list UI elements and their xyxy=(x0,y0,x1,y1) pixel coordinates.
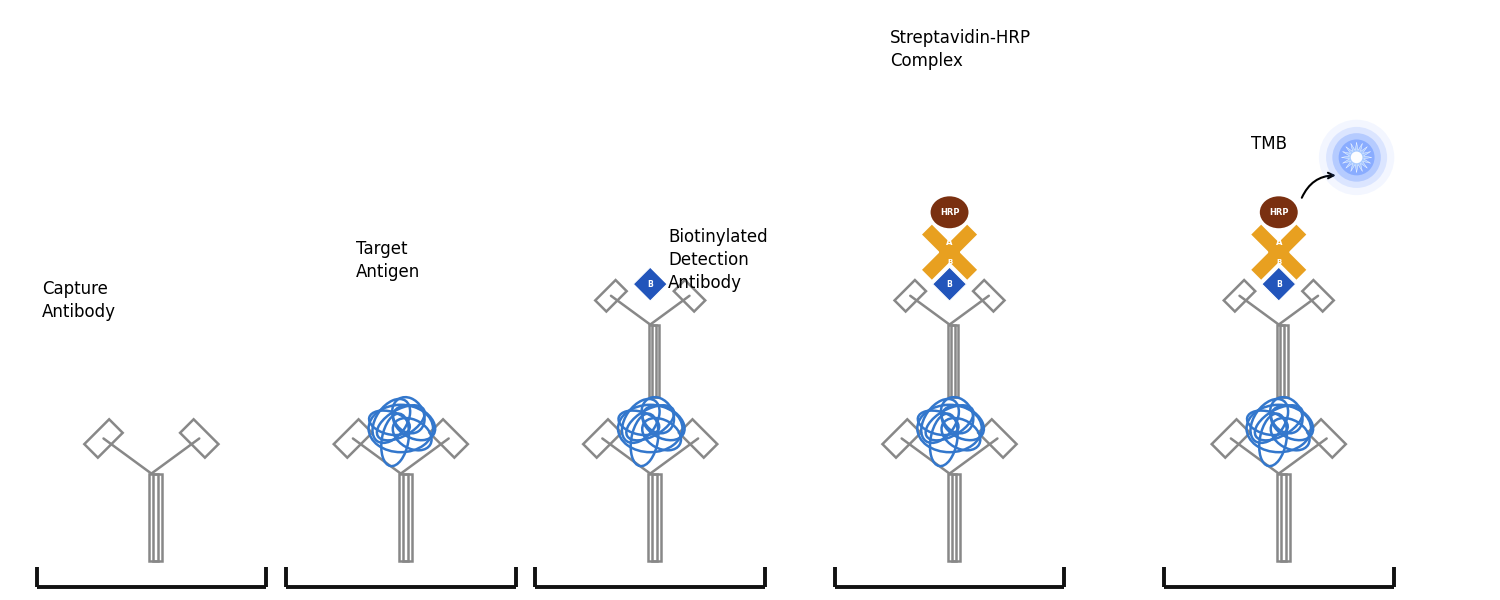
Polygon shape xyxy=(1341,142,1372,173)
Text: TMB: TMB xyxy=(1251,136,1287,154)
Text: B: B xyxy=(648,280,652,289)
Ellipse shape xyxy=(1260,196,1298,228)
Bar xyxy=(150,473,158,562)
Text: Streptavidin-HRP
Complex: Streptavidin-HRP Complex xyxy=(890,29,1030,70)
Bar xyxy=(894,280,926,311)
Bar xyxy=(648,473,657,562)
Bar xyxy=(922,224,954,257)
Bar xyxy=(922,247,954,280)
Bar xyxy=(1308,419,1346,458)
Bar xyxy=(974,280,1005,311)
Circle shape xyxy=(1338,139,1374,175)
Circle shape xyxy=(1326,127,1388,188)
Circle shape xyxy=(1352,152,1362,163)
Bar xyxy=(180,419,219,458)
Bar xyxy=(399,473,408,562)
Text: Biotinylated
Detection
Antibody: Biotinylated Detection Antibody xyxy=(668,228,768,292)
Bar xyxy=(596,280,627,311)
Bar xyxy=(945,224,976,257)
Text: HRP: HRP xyxy=(1269,208,1288,217)
Bar xyxy=(1224,280,1256,311)
Bar xyxy=(1276,473,1286,562)
Bar xyxy=(652,325,658,397)
Text: Capture
Antibody: Capture Antibody xyxy=(42,280,116,321)
Text: HRP: HRP xyxy=(940,208,960,217)
Bar xyxy=(680,419,717,458)
Text: A: A xyxy=(946,238,952,247)
Bar xyxy=(648,325,656,397)
Circle shape xyxy=(1269,242,1288,263)
Circle shape xyxy=(1318,119,1395,195)
Text: B: B xyxy=(1276,280,1281,289)
Text: B: B xyxy=(946,280,952,289)
Bar xyxy=(882,419,921,458)
Bar xyxy=(951,325,958,397)
Bar xyxy=(84,419,123,458)
Bar xyxy=(674,280,705,311)
Circle shape xyxy=(939,242,960,263)
FancyBboxPatch shape xyxy=(933,267,966,301)
Text: B: B xyxy=(1276,259,1281,265)
Bar xyxy=(978,419,1017,458)
Bar xyxy=(948,325,956,397)
Bar xyxy=(652,473,662,562)
Ellipse shape xyxy=(930,196,969,228)
Bar xyxy=(153,473,162,562)
Bar xyxy=(1281,473,1290,562)
FancyBboxPatch shape xyxy=(633,267,668,301)
Bar xyxy=(404,473,411,562)
Bar xyxy=(1251,247,1284,280)
Circle shape xyxy=(1332,133,1382,182)
Bar xyxy=(1281,325,1287,397)
Bar xyxy=(945,247,976,280)
Bar xyxy=(1251,224,1284,257)
Bar xyxy=(951,473,960,562)
Bar xyxy=(429,419,468,458)
Bar xyxy=(1274,224,1306,257)
Bar xyxy=(1212,419,1249,458)
Bar xyxy=(333,419,372,458)
Text: A: A xyxy=(1275,238,1282,247)
Text: Target
Antigen: Target Antigen xyxy=(356,240,420,281)
Bar xyxy=(1302,280,1334,311)
Bar xyxy=(948,473,957,562)
Bar xyxy=(1276,325,1284,397)
Text: B: B xyxy=(946,259,952,265)
FancyBboxPatch shape xyxy=(1262,267,1296,301)
Bar xyxy=(1274,247,1306,280)
Bar xyxy=(584,419,621,458)
